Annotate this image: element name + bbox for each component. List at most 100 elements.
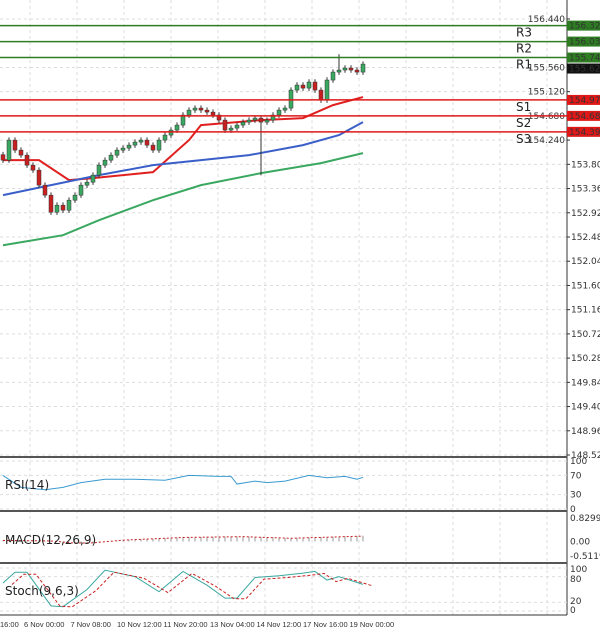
y-tick-label: 156.440 [528, 15, 565, 25]
stoch-title: Stoch(9,6,3) [5, 584, 79, 598]
macd-signal-line [2, 535, 364, 544]
y-tick-label: 155.560 [528, 63, 565, 73]
candle [270, 114, 276, 121]
y-tick-label: 153.800 [571, 160, 600, 170]
candle [180, 114, 186, 126]
macd-tick: 0.00 [570, 538, 590, 548]
y-tick-label: 148.520 [571, 451, 600, 461]
y-tick-label: 154.240 [528, 136, 565, 146]
candle [258, 117, 264, 123]
level-price-tag [567, 94, 600, 105]
time-axis-label: 11 Nov 20:00 [164, 620, 208, 629]
candle [324, 79, 330, 101]
level-price-tag [567, 52, 600, 63]
candle [360, 63, 366, 73]
rsi-tick: 30 [570, 491, 582, 501]
moving-average-line [3, 96, 364, 182]
candle [54, 204, 60, 213]
candle [198, 107, 204, 111]
y-tick-label: 150.280 [571, 354, 600, 364]
candle [30, 164, 36, 171]
level-price-tag [567, 110, 600, 121]
level-price-label: 156.320 [569, 22, 600, 32]
candle [0, 154, 6, 161]
candle [78, 184, 84, 196]
level-price-label: 155.740 [569, 54, 600, 64]
candle [114, 149, 120, 156]
candle [318, 89, 324, 101]
candle [36, 169, 42, 186]
candle [234, 124, 240, 129]
time-axis-label: 19 Nov 00:00 [350, 620, 395, 629]
current-price-tag [567, 63, 600, 74]
candle [342, 67, 348, 71]
macd-tick: 0.8299 [570, 514, 600, 524]
grid [0, 0, 570, 615]
level-price-tag [567, 126, 600, 137]
stoch-main-line [2, 569, 364, 608]
level-price-label: 156.030 [569, 38, 600, 48]
candle [228, 127, 234, 131]
candle [186, 109, 192, 116]
candle [246, 119, 252, 123]
y-tick-label: 152.040 [571, 257, 600, 267]
candle [138, 139, 144, 143]
candle [72, 194, 78, 201]
y-tick-label: 149.840 [571, 378, 600, 388]
level-name: R1 [516, 58, 532, 72]
level-price-label: 154.970 [569, 96, 600, 106]
candle [108, 154, 114, 161]
candle [102, 159, 108, 166]
rsi-tick: 100 [570, 457, 587, 467]
candle [336, 69, 342, 73]
level-price-label: 154.680 [569, 112, 600, 122]
level-name: R2 [516, 42, 532, 56]
candle [120, 147, 126, 151]
moving-average-line [2, 121, 364, 197]
y-tick-label: 152.920 [571, 209, 600, 219]
y-tick-label: 153.360 [571, 185, 600, 195]
candle [162, 134, 168, 141]
time-axis-label: 14 Nov 12:00 [257, 620, 302, 629]
candle [288, 89, 294, 109]
candle [222, 119, 228, 131]
stoch-tick: 0 [570, 606, 576, 616]
candle [282, 107, 288, 111]
candle [174, 124, 180, 131]
candle [144, 139, 150, 146]
candle [216, 114, 222, 121]
candle [264, 119, 270, 123]
y-tick-label: 155.120 [528, 88, 565, 98]
rsi-tick: 0 [570, 505, 576, 515]
candle [18, 149, 24, 156]
candle [312, 81, 318, 91]
candle [210, 111, 216, 116]
candle [204, 109, 210, 113]
candle [354, 69, 360, 73]
candle [132, 141, 138, 146]
candle [48, 194, 54, 213]
y-tick-label: 151.160 [571, 306, 600, 316]
level-price-tag [567, 36, 600, 47]
rsi-line [2, 474, 364, 491]
candle [96, 164, 102, 176]
candle [90, 174, 96, 183]
candle [276, 109, 282, 116]
level-name: S3 [516, 132, 531, 146]
macd-tick: -0.5119 [570, 552, 600, 562]
y-tick-label: 149.400 [571, 403, 600, 413]
candle [294, 84, 300, 91]
candle [192, 107, 198, 111]
candle [348, 67, 354, 71]
candle [330, 71, 336, 81]
candle [42, 184, 48, 196]
macd-title: MACD(12,26,9) [5, 533, 96, 547]
level-name: S1 [516, 100, 531, 114]
candle [252, 117, 258, 121]
candle [156, 139, 162, 151]
time-axis-label: 6 Nov 00:00 [24, 620, 64, 629]
y-tick-label: 150.720 [571, 330, 600, 340]
time-axis-label: 13 Nov 04:00 [210, 620, 255, 629]
